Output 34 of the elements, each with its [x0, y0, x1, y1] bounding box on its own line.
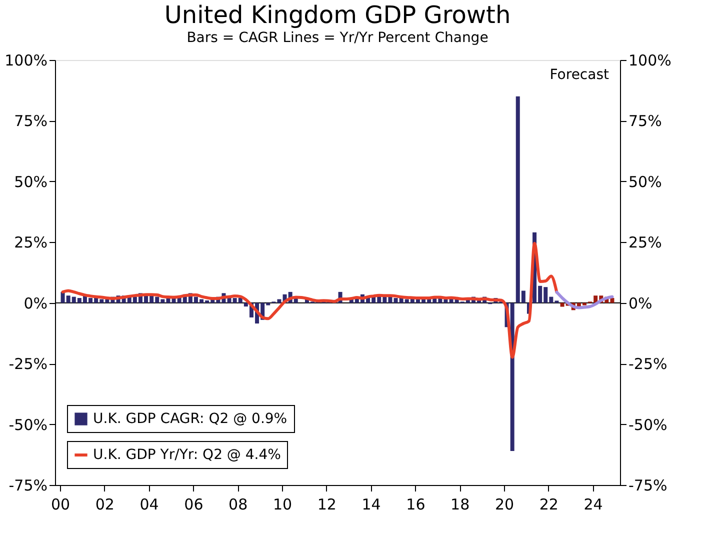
y2-tick-label: 0% — [628, 294, 652, 312]
x-tick-label: 12 — [317, 496, 336, 514]
y2-tick-label: -50% — [628, 416, 668, 434]
y2-tick-label: -25% — [628, 355, 668, 374]
x-tick-label: 00 — [50, 496, 70, 514]
y2-tick-label: 25% — [628, 234, 662, 252]
y-tick-label: 75% — [14, 112, 48, 130]
x-tick-label: 22 — [539, 496, 558, 514]
x-tick-label: 20 — [494, 496, 514, 514]
y2-tick-label: 100% — [628, 52, 672, 70]
y2-tick-label: -75% — [628, 476, 668, 494]
y-tick-label: 100% — [4, 52, 48, 70]
x-tick-label: 18 — [450, 496, 470, 514]
legend-label: U.K. GDP CAGR: Q2 @ 0.9% — [93, 411, 288, 427]
x-tick-label: 02 — [95, 496, 114, 514]
chart-title: United Kingdom GDP Growth — [164, 1, 511, 29]
chart-subtitle: Bars = CAGR Lines = Yr/Yr Percent Change — [186, 30, 488, 46]
y-tick-label: 0% — [24, 294, 48, 312]
x-tick-label: 06 — [184, 496, 204, 514]
x-tick-label: 14 — [362, 496, 381, 514]
y-tick-label: 25% — [14, 234, 48, 252]
x-tick-label: 08 — [228, 496, 248, 514]
y2-tick-label: 50% — [628, 172, 662, 191]
x-tick-label: 04 — [140, 496, 159, 514]
annotation: Forecast — [550, 67, 610, 83]
x-tick-label: 16 — [406, 496, 426, 514]
y-tick-label: -75% — [8, 476, 48, 494]
x-tick-label: 24 — [584, 496, 603, 514]
y2-tick-label: 75% — [628, 112, 662, 130]
legend-label: U.K. GDP Yr/Yr: Q2 @ 4.4% — [93, 447, 281, 463]
y-tick-label: 50% — [14, 172, 48, 191]
x-tick-label: 10 — [272, 496, 292, 514]
y-tick-label: -25% — [8, 355, 48, 374]
y-tick-label: -50% — [8, 416, 48, 434]
